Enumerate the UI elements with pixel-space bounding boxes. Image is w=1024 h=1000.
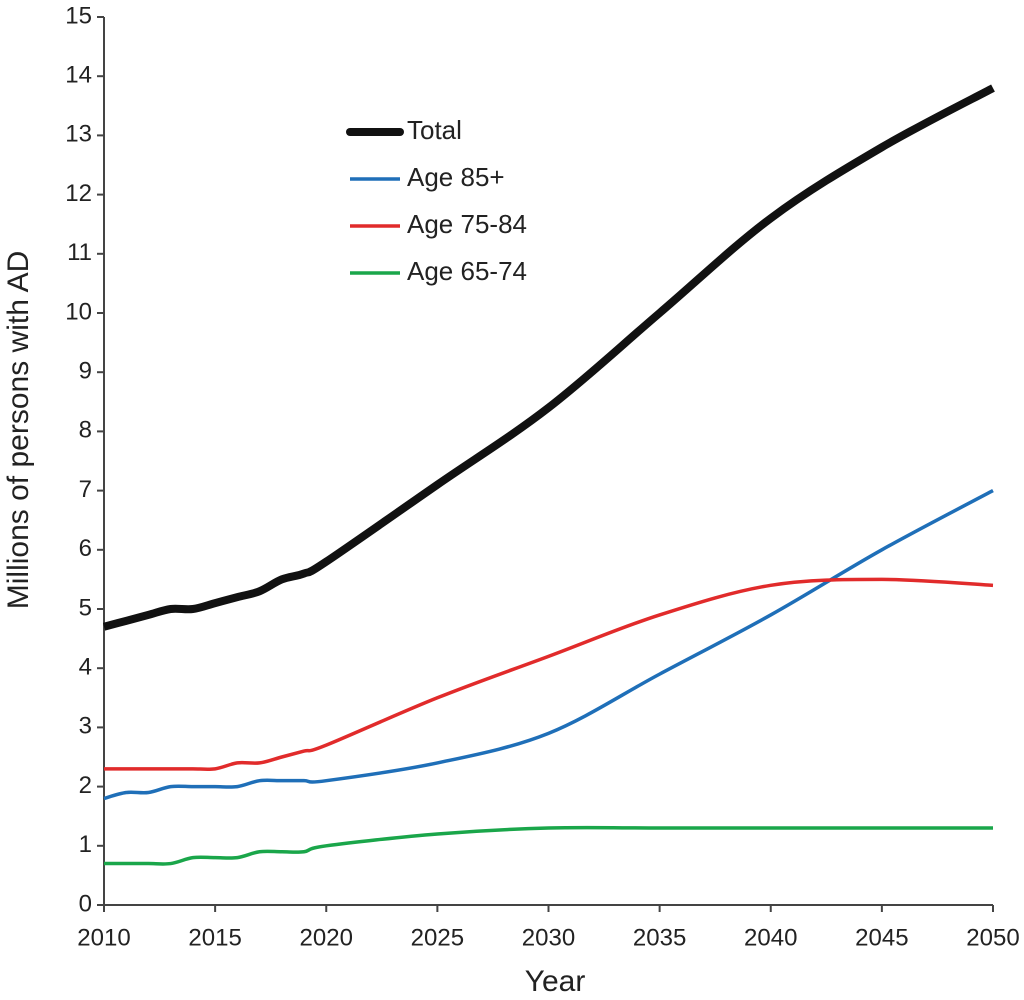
x-tick-label: 2040 <box>744 924 797 951</box>
legend-label: Age 75-84 <box>407 209 527 239</box>
legend-label: Age 65-74 <box>407 256 527 286</box>
y-tick-label: 13 <box>65 121 92 148</box>
x-tick-label: 2035 <box>633 924 686 951</box>
series-line <box>102 84 995 631</box>
y-tick-label: 11 <box>67 239 92 266</box>
y-tick-label: 15 <box>65 2 92 29</box>
series-line <box>103 489 994 801</box>
y-tick-label: 14 <box>65 62 92 89</box>
legend-label: Age 85+ <box>407 162 505 192</box>
y-tick-label: 1 <box>79 831 92 858</box>
y-tick-label: 2 <box>79 772 92 799</box>
y-tick-label: 9 <box>79 358 92 385</box>
x-tick-label: 2050 <box>966 924 1019 951</box>
x-tick-label: 2020 <box>300 924 353 951</box>
y-tick-label: 6 <box>79 535 92 562</box>
x-tick-label: 2025 <box>411 924 464 951</box>
y-tick-label: 5 <box>79 594 92 621</box>
y-tick-label: 3 <box>79 713 92 740</box>
series-line <box>104 577 994 772</box>
x-axis-title: Year <box>525 965 586 998</box>
x-tick-label: 2015 <box>188 924 241 951</box>
y-axis-title: Millions of persons with AD <box>2 251 35 609</box>
x-tick-label: 2045 <box>855 924 908 951</box>
y-tick-label: 4 <box>79 654 92 681</box>
y-tick-label: 10 <box>65 298 92 325</box>
y-tick-label: 12 <box>65 180 92 207</box>
y-tick-label: 8 <box>79 417 92 444</box>
y-tick-label: 0 <box>79 890 92 917</box>
series-line <box>103 825 993 866</box>
x-tick-label: 2010 <box>77 924 130 951</box>
x-tick-label: 2030 <box>522 924 575 951</box>
legend-label: Total <box>407 115 462 145</box>
y-tick-label: 7 <box>79 476 92 503</box>
